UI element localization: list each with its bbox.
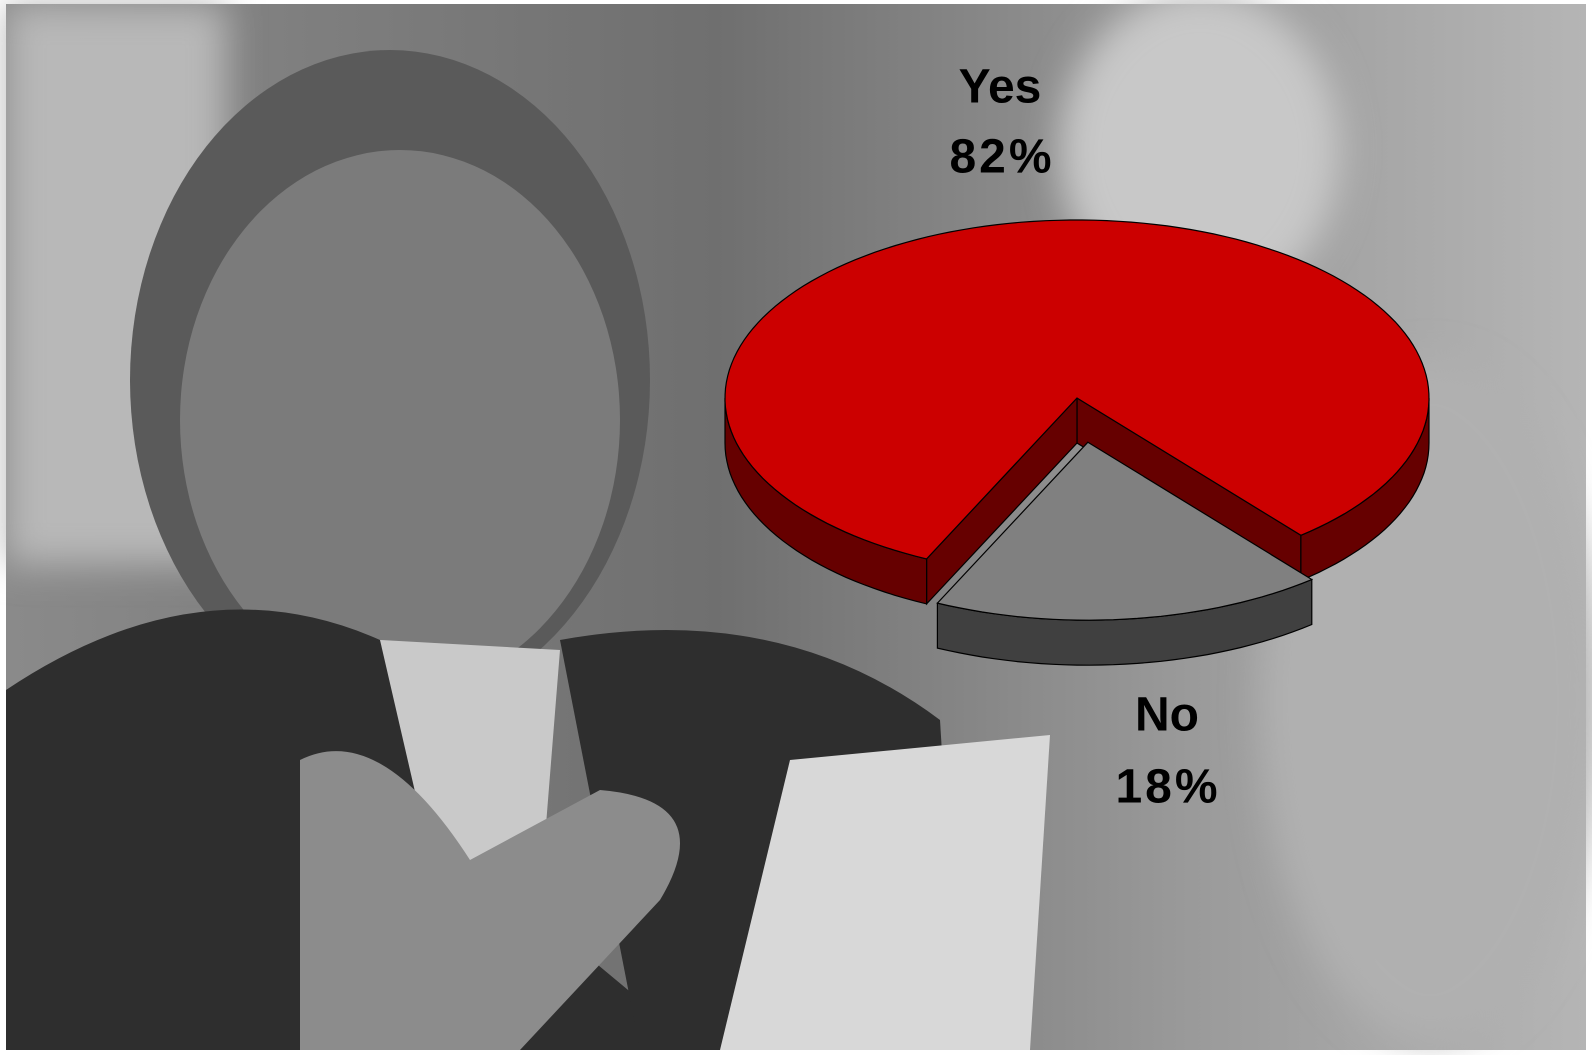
category-label: Yes xyxy=(959,61,1042,114)
slice xyxy=(936,441,1314,621)
value-label: 18% xyxy=(1115,761,1220,814)
slice xyxy=(724,219,1430,560)
category-label: No xyxy=(1135,689,1199,742)
background-photo xyxy=(6,0,1592,1050)
value-label: 82% xyxy=(949,131,1054,184)
